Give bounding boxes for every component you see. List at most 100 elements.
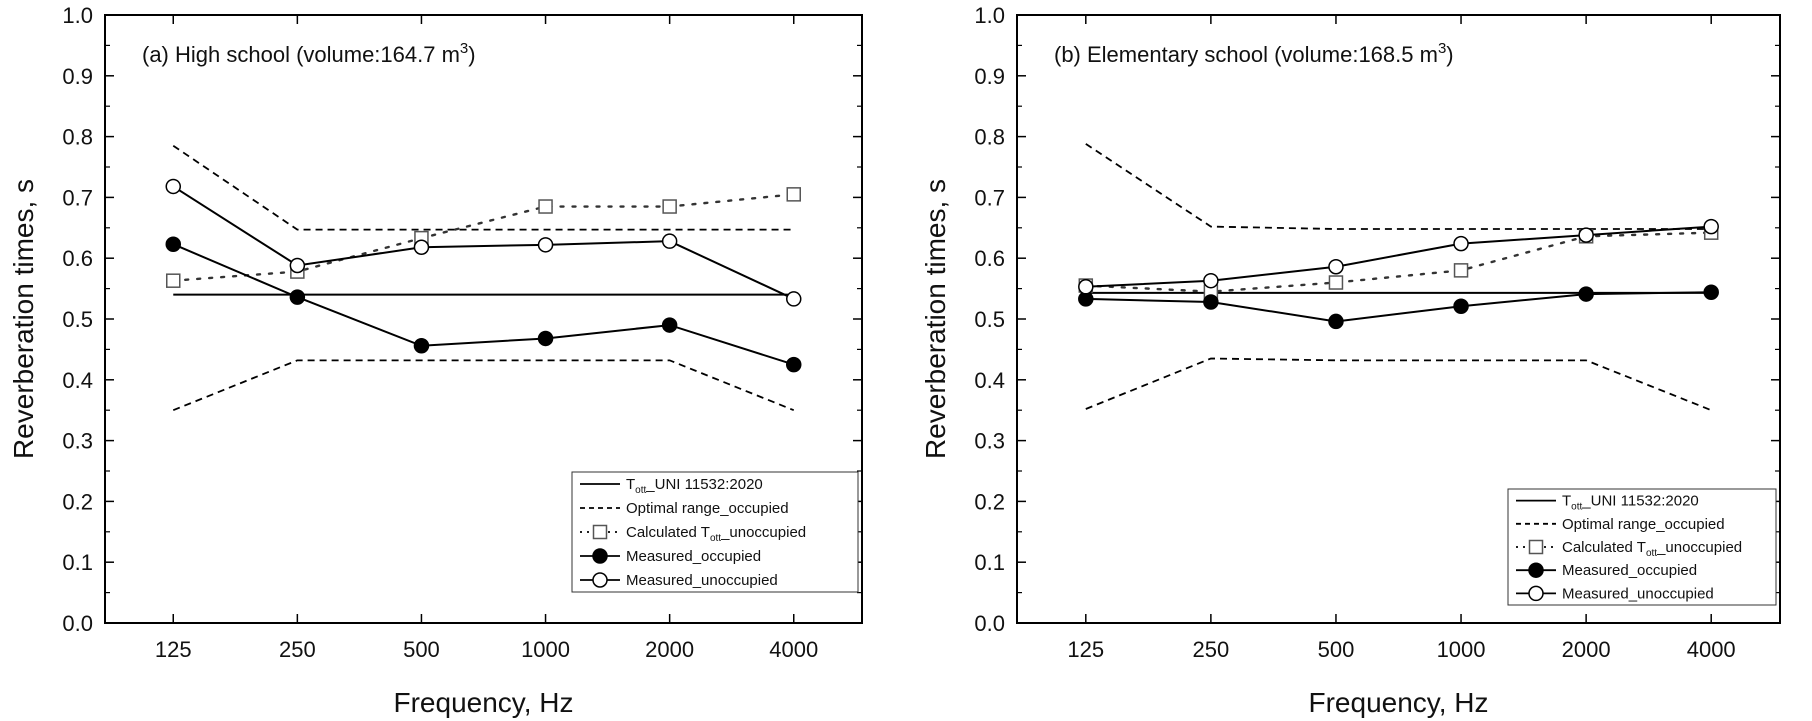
- x-tick-label: 250: [1193, 637, 1230, 662]
- y-tick-label: 0.2: [974, 489, 1005, 514]
- series-measured_occupied: [1078, 284, 1719, 330]
- legend-label-optimal: Optimal range_occupied: [626, 500, 789, 517]
- measured_unoccupied-point: [785, 291, 802, 307]
- y-axis-title: Reverberation times, s: [920, 179, 951, 459]
- legend-label-measured_unoccupied: Measured_unoccupied: [1562, 585, 1714, 602]
- x-axis-title: Frequency, Hz: [394, 687, 574, 718]
- measured_occupied-point: [1703, 284, 1719, 300]
- x-tick-label: 2000: [1562, 637, 1611, 662]
- legend-marker-calculated: [592, 524, 608, 540]
- y-tick-label: 0.5: [62, 307, 93, 332]
- panel-title: (a) High school (volume:164.7 m3): [142, 40, 476, 67]
- y-tick-label: 0.7: [974, 185, 1005, 210]
- measured_occupied-point: [661, 317, 678, 333]
- x-tick-label: 125: [1067, 637, 1104, 662]
- measured_occupied-line: [1085, 291, 1712, 323]
- y-tick-label: 0.1: [974, 550, 1005, 575]
- optimal-range-lower-line: [172, 359, 795, 412]
- chart-panel-b: 0.0 0.1 0.2 0.3 0.4 0.5 0.6 0.7 0.8 0.9 1.0 125 250 5…: [920, 3, 1781, 718]
- measured_occupied-point: [1203, 294, 1219, 310]
- measured_unoccupied-point: [1578, 227, 1594, 243]
- legend-label-optimal: Optimal range_occupied: [1562, 516, 1725, 533]
- legend-marker-calculated: [1528, 539, 1544, 555]
- legend-label-tott: Tott_UNI 11532:2020: [1562, 493, 1699, 513]
- optimal-range-upper-line: [172, 144, 794, 231]
- y-tick-label: 0.3: [974, 429, 1005, 454]
- y-tick-label: 0.9: [62, 64, 93, 89]
- y-tick-label: 1.0: [974, 3, 1005, 28]
- measured_occupied-point: [1453, 298, 1469, 314]
- x-tick-label: 125: [155, 637, 192, 662]
- legend-marker-measured_occupied: [1528, 562, 1544, 578]
- panel-title: (b) Elementary school (volume:168.5 m3): [1054, 40, 1454, 67]
- x-tick-label: 500: [403, 637, 440, 662]
- measured_occupied-point: [413, 338, 430, 354]
- calculated-point: [1328, 275, 1344, 290]
- y-tick-label: 0.6: [974, 246, 1005, 271]
- measured_unoccupied-line: [172, 185, 795, 300]
- x-tick-label: 1000: [1437, 637, 1486, 662]
- x-tick-label: 250: [279, 637, 316, 662]
- x-tick-label: 2000: [645, 637, 694, 662]
- series-calculated: [1078, 225, 1719, 299]
- series-measured_unoccupied: [165, 178, 802, 307]
- legend: Tott_UNI 11532:2020 Optimal range_occupie…: [1507, 488, 1777, 606]
- y-tick-label: 0.4: [974, 368, 1005, 393]
- x-tick-label: 500: [1318, 637, 1355, 662]
- calculated-line: [172, 193, 795, 282]
- measured_occupied-line: [172, 243, 795, 366]
- measured_unoccupied-line: [1085, 225, 1712, 288]
- y-tick-label: 0.0: [974, 611, 1005, 636]
- x-tick-label: 4000: [769, 637, 818, 662]
- optimal-range-upper-line: [1085, 143, 1712, 230]
- measured_unoccupied-point: [661, 233, 678, 249]
- y-tick-label: 0.5: [974, 307, 1005, 332]
- y-tick-label: 0.8: [62, 125, 93, 150]
- legend: Tott_UNI 11532:2020 Optimal range_occupie…: [571, 471, 859, 593]
- measured_occupied-point: [1328, 313, 1344, 330]
- measured_occupied-point: [785, 356, 802, 373]
- y-tick-label: 0.6: [62, 246, 93, 271]
- x-tick-label: 4000: [1687, 637, 1736, 662]
- optimal-range-lower-line: [1085, 357, 1712, 412]
- measured_occupied-point: [1578, 286, 1594, 302]
- measured_unoccupied-point: [165, 178, 182, 195]
- y-tick-label: 0.0: [62, 611, 93, 636]
- measured_unoccupied-point: [1328, 258, 1344, 275]
- series-optimal: [1085, 143, 1712, 412]
- legend-marker-measured_unoccupied: [592, 572, 608, 588]
- calculated-point: [662, 199, 677, 214]
- measured_unoccupied-point: [1203, 272, 1219, 289]
- x-axis-title: Frequency, Hz: [1309, 687, 1489, 718]
- series-measured_unoccupied: [1078, 218, 1719, 295]
- measured_unoccupied-point: [1703, 218, 1719, 235]
- series-optimal: [172, 144, 795, 412]
- legend-label-measured_unoccupied: Measured_unoccupied: [626, 572, 778, 589]
- y-tick-label: 0.9: [974, 64, 1005, 89]
- legend-label-measured_occupied: Measured_occupied: [1562, 562, 1697, 579]
- measured_occupied-point: [289, 289, 306, 305]
- y-tick-label: 0.1: [62, 550, 93, 575]
- calculated-line: [1084, 231, 1713, 293]
- y-tick-label: 1.0: [62, 3, 93, 28]
- y-tick-label: 0.3: [62, 429, 93, 454]
- y-tick-label: 0.4: [62, 368, 93, 393]
- legend-label-tott: Tott_UNI 11532:2020: [626, 476, 763, 496]
- y-tick-label: 0.7: [62, 185, 93, 210]
- measured_occupied-point: [537, 330, 554, 347]
- calculated-point: [538, 199, 553, 214]
- measured_occupied-point: [165, 236, 182, 252]
- calculated-point: [786, 187, 801, 202]
- measured_unoccupied-point: [1453, 235, 1469, 252]
- measured_unoccupied-point: [537, 237, 554, 253]
- legend-label-measured_occupied: Measured_occupied: [626, 548, 761, 565]
- x-tick-label: 1000: [521, 637, 570, 662]
- legend-marker-measured_unoccupied: [1528, 585, 1544, 602]
- legend-label-calculated: Calculated Tott_unoccupied: [1562, 539, 1742, 559]
- legend-label-calculated: Calculated Tott_unoccupied: [626, 524, 806, 544]
- measured_unoccupied-point: [1078, 279, 1094, 295]
- legend-box: [571, 471, 859, 593]
- y-tick-label: 0.8: [974, 125, 1005, 150]
- y-tick-label: 0.2: [62, 489, 93, 514]
